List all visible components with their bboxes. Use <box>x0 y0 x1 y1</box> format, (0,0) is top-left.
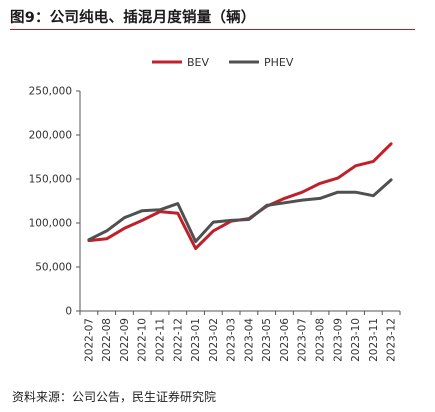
y-tick-label: 250,000 <box>29 86 72 98</box>
x-tick-label: 2023-05 <box>261 318 273 362</box>
title-divider <box>10 29 415 30</box>
x-tick-label: 2023-03 <box>226 318 238 362</box>
x-tick-label: 2023-12 <box>386 318 398 362</box>
x-tick-label: 2023-10 <box>350 318 362 362</box>
source-note: 资料来源：公司公告，民生证券研究院 <box>12 390 217 404</box>
x-tick-label: 2022-07 <box>83 318 95 362</box>
x-tick-label: 2023-06 <box>279 318 291 362</box>
x-tick-label: 2023-01 <box>190 318 202 362</box>
y-tick-label: 0 <box>65 306 72 318</box>
series-line-bev <box>87 142 393 250</box>
x-tick-label: 2023-11 <box>368 318 380 362</box>
x-tick-label: 2023-02 <box>208 318 220 362</box>
y-tick-label: 100,000 <box>29 218 72 230</box>
x-tick-label: 2022-12 <box>172 318 184 362</box>
legend-label-bev: BEV <box>187 56 209 69</box>
y-tick-label: 150,000 <box>29 174 72 186</box>
x-tick-label: 2023-09 <box>332 318 344 362</box>
chart-title: 图9：公司纯电、插混月度销量（辆） <box>10 10 256 26</box>
x-tick-label: 2022-10 <box>137 318 149 362</box>
legend-label-phev: PHEV <box>264 56 294 69</box>
y-tick-label: 50,000 <box>35 262 72 274</box>
x-tick-label: 2022-11 <box>155 318 167 362</box>
line-chart: 0 50,000 100,000 150,000 200,000 250,000 2022-… <box>29 56 401 362</box>
x-tick-label: 2023-08 <box>315 318 327 362</box>
x-tick-label: 2023-04 <box>243 318 255 362</box>
x-tick-label: 2023-07 <box>297 318 309 362</box>
y-tick-label: 200,000 <box>29 130 72 142</box>
series-line-phev <box>87 178 393 243</box>
x-tick-label: 2022-08 <box>101 318 113 362</box>
x-tick-label: 2022-09 <box>119 318 131 362</box>
